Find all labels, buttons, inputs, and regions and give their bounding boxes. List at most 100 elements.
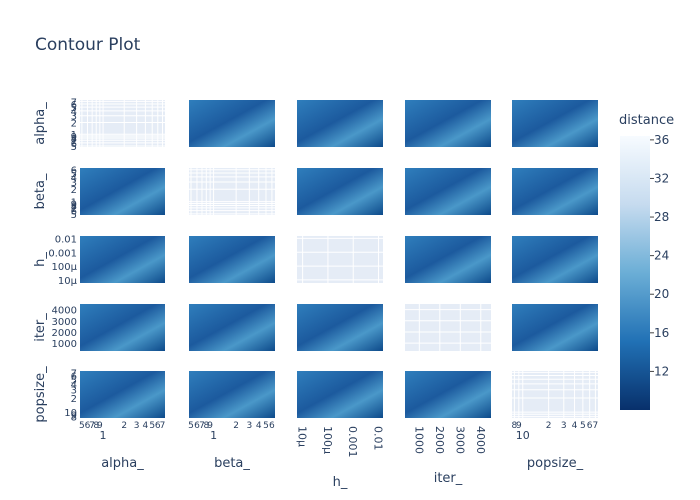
contour-panel xyxy=(405,168,491,215)
y-tick-label: 9 xyxy=(71,132,77,143)
x-axis-title: popsize_ xyxy=(527,456,584,471)
contour-panel xyxy=(80,236,165,283)
x-tick-label: 100μ xyxy=(321,426,334,454)
y-tick-label: 0.001 xyxy=(48,248,77,259)
x-tick-label: 8 xyxy=(512,421,518,431)
y-tick-label: 2 xyxy=(71,185,77,196)
contour-panel xyxy=(189,304,275,351)
x-tick-label: 6 xyxy=(85,421,91,431)
x-tick-label: 9 xyxy=(516,421,522,431)
y-tick-label: 5 xyxy=(71,142,77,153)
x-tick-label: 4 xyxy=(572,421,578,431)
y-tick-label: 9 xyxy=(71,199,77,210)
x-tick-label: 2000 xyxy=(433,426,446,454)
y-tick-label: 2 xyxy=(71,119,77,130)
x-tick-label: 10μ xyxy=(296,426,309,447)
x-tick-label: 10 xyxy=(516,429,530,442)
colorbar xyxy=(620,136,650,410)
x-tick-label: 1 xyxy=(210,429,217,442)
contour-panel xyxy=(405,100,491,147)
colorbar-tick-label: 20 xyxy=(654,287,669,301)
x-tick-label: 5 xyxy=(79,421,85,431)
y-tick-label: 7 xyxy=(71,368,77,379)
y-tick-label: 8 xyxy=(71,202,77,213)
y-tick-label: 7 xyxy=(71,136,77,147)
x-tick-label: 8 xyxy=(93,421,99,431)
y-tick-label: 4000 xyxy=(52,306,77,317)
chart-title: Contour Plot xyxy=(35,35,141,55)
y-tick-label: 1000 xyxy=(52,339,77,350)
x-tick-label: 5 xyxy=(188,421,194,431)
contour-panel xyxy=(80,371,165,418)
y-tick-label: 6 xyxy=(71,139,77,150)
x-tick-label: 7 xyxy=(160,421,166,431)
x-tick-label: 9 xyxy=(97,421,103,431)
contour-panel xyxy=(80,168,165,215)
x-axis-title: alpha_ xyxy=(101,456,144,471)
x-axis-title: beta_ xyxy=(214,456,250,471)
contour-panel xyxy=(512,304,598,351)
colorbar-tick-label: 36 xyxy=(654,133,669,147)
x-tick-label: 6 xyxy=(155,421,161,431)
y-tick-label: 7 xyxy=(71,97,77,108)
y-tick-label: 10μ xyxy=(58,276,78,287)
x-tick-label: 3 xyxy=(246,421,252,431)
x-tick-label: 3000 xyxy=(453,426,466,454)
y-tick-label: 2 xyxy=(71,394,77,405)
x-tick-label: 5 xyxy=(263,421,269,431)
y-tick-label: 4 xyxy=(71,107,77,118)
y-tick-label: 3 xyxy=(71,178,77,189)
y-tick-label: 1 xyxy=(71,198,77,209)
x-tick-label: 4 xyxy=(143,421,149,431)
x-tick-label: 2 xyxy=(121,421,127,431)
colorbar-tick-label: 16 xyxy=(654,326,669,340)
y-tick-label: 5 xyxy=(71,169,77,180)
empty-panel xyxy=(405,304,491,351)
x-tick-label: 7 xyxy=(199,421,205,431)
x-tick-label: 2 xyxy=(233,421,239,431)
y-tick-label: 3000 xyxy=(52,317,77,328)
empty-panel xyxy=(189,168,275,215)
y-tick-label: 0.01 xyxy=(55,234,77,245)
contour-panel xyxy=(297,168,383,215)
y-tick-label: 5 xyxy=(71,103,77,114)
x-tick-label: 3 xyxy=(561,421,567,431)
contour-panel xyxy=(297,371,383,418)
colorbar-tick-label: 24 xyxy=(654,249,669,263)
y-tick-label: 1 xyxy=(71,130,77,141)
x-tick-label: 6 xyxy=(587,421,593,431)
x-tick-label: 1 xyxy=(100,429,107,442)
y-tick-label: 100μ xyxy=(52,262,78,273)
y-tick-label: 5 xyxy=(71,375,77,386)
x-tick-label: 3 xyxy=(134,421,140,431)
x-tick-label: 1000 xyxy=(412,426,425,454)
x-tick-label: 4 xyxy=(256,421,262,431)
y-tick-label: 9 xyxy=(71,410,77,421)
y-tick-label: 6 xyxy=(71,207,77,218)
contour-panel xyxy=(512,236,598,283)
y-tick-label: 4 xyxy=(71,380,77,391)
y-tick-label: 10 xyxy=(64,408,77,419)
contour-panel xyxy=(80,304,165,351)
x-tick-label: 9 xyxy=(207,421,213,431)
colorbar-tick-label: 28 xyxy=(654,210,669,224)
y-tick-label: 3 xyxy=(71,386,77,397)
x-tick-label: 0.01 xyxy=(372,426,385,451)
x-tick-label: 2 xyxy=(546,421,552,431)
y-axis-title: alpha_ xyxy=(33,102,48,145)
contour-panel xyxy=(189,100,275,147)
y-tick-label: 3 xyxy=(71,112,77,123)
contour-panel xyxy=(405,236,491,283)
x-tick-label: 4000 xyxy=(474,426,487,454)
y-tick-label: 6 xyxy=(71,100,77,111)
y-tick-label: 6 xyxy=(71,372,77,383)
y-tick-label: 4 xyxy=(71,173,77,184)
contour-panel xyxy=(297,304,383,351)
contour-panel xyxy=(512,168,598,215)
colorbar-title: distance xyxy=(619,113,674,128)
y-tick-label: 8 xyxy=(71,134,77,145)
x-tick-label: 6 xyxy=(194,421,200,431)
x-tick-label: 5 xyxy=(580,421,586,431)
x-axis-title: iter_ xyxy=(434,471,463,486)
